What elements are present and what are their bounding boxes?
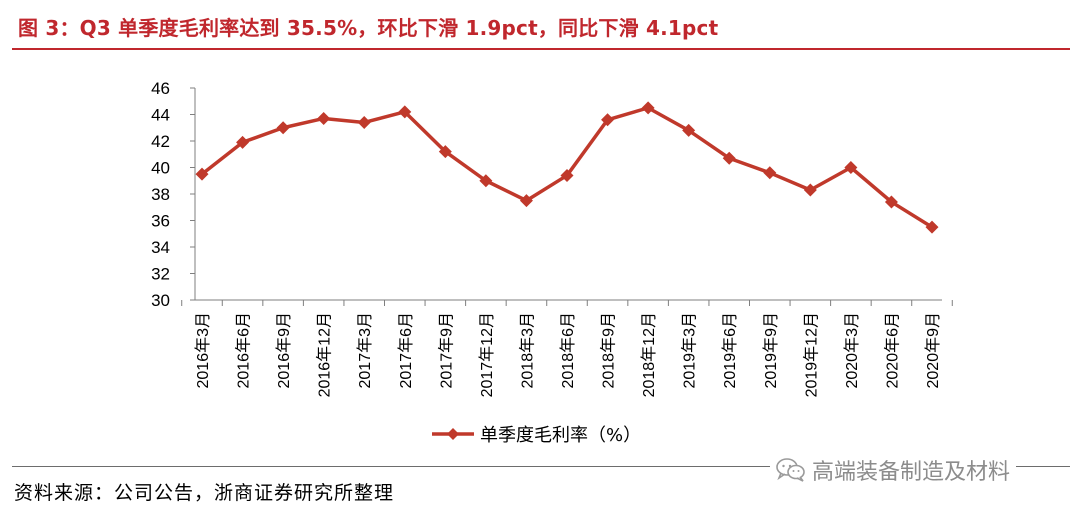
data-point bbox=[803, 183, 817, 197]
data-point bbox=[601, 113, 615, 127]
x-tick-label: 2016年6月 bbox=[235, 312, 253, 389]
legend-swatch-marker bbox=[447, 428, 459, 440]
figure-title: 图 3：Q3 单季度毛利率达到 35.5%，环比下滑 1.9pct，同比下滑 4… bbox=[18, 16, 719, 40]
wechat-icon bbox=[776, 458, 805, 482]
x-tick-label: 2017年12月 bbox=[478, 312, 496, 397]
x-tick-label: 2016年3月 bbox=[194, 312, 212, 389]
data-point bbox=[682, 123, 696, 137]
x-tick-label: 2016年12月 bbox=[316, 312, 334, 397]
y-tick-label: 34 bbox=[151, 238, 170, 257]
x-tick-label: 2019年9月 bbox=[762, 312, 780, 389]
data-point bbox=[195, 167, 209, 181]
watermark-text: 高端装备制造及材料 bbox=[812, 460, 1011, 485]
data-point bbox=[398, 105, 412, 119]
y-tick-label: 32 bbox=[151, 265, 170, 284]
data-point bbox=[438, 145, 452, 159]
data-point bbox=[884, 195, 898, 209]
data-point bbox=[844, 161, 858, 174]
x-tick-label: 2016年9月 bbox=[275, 312, 293, 389]
data-point bbox=[357, 115, 371, 129]
data-point bbox=[479, 174, 493, 188]
source-note: 资料来源：公司公告，浙商证券研究所整理 bbox=[14, 482, 395, 504]
data-point bbox=[763, 166, 777, 180]
series-line bbox=[200, 106, 933, 229]
data-point bbox=[925, 220, 939, 234]
x-tick-label: 2020年3月 bbox=[843, 312, 861, 389]
data-point bbox=[560, 168, 574, 182]
x-tick-label: 2017年6月 bbox=[397, 312, 415, 389]
x-axis: 2016年3月 2016年6月 2016年9月 2016年12月 2017年3月 2017… bbox=[181, 299, 953, 397]
x-tick-label: 2017年9月 bbox=[437, 312, 455, 389]
x-tick-label: 2018年6月 bbox=[559, 312, 577, 389]
x-tick-label: 2018年12月 bbox=[640, 312, 658, 397]
data-point bbox=[276, 121, 290, 135]
y-tick-label: 36 bbox=[151, 212, 170, 231]
x-tick-label: 2020年9月 bbox=[924, 312, 942, 389]
title-rule bbox=[12, 48, 1070, 50]
data-point bbox=[641, 101, 655, 115]
line-chart: 30 32 34 36 38 40 42 44 46 2016年3月 2016年6月 2016年9月… bbox=[151, 79, 953, 446]
y-tick-label: 44 bbox=[151, 106, 170, 125]
x-tick-label: 2018年9月 bbox=[600, 312, 618, 389]
y-axis: 30 32 34 36 38 40 42 44 46 bbox=[151, 79, 196, 310]
watermark: 高端装备制造及材料 bbox=[770, 452, 1017, 488]
x-tick-label: 2018年3月 bbox=[518, 312, 536, 389]
x-tick-label: 2017年3月 bbox=[356, 312, 374, 389]
x-tick-label: 2019年3月 bbox=[681, 312, 699, 389]
y-tick-label: 30 bbox=[151, 291, 170, 310]
series-gross-margin bbox=[195, 101, 939, 234]
y-tick-label: 38 bbox=[151, 185, 170, 204]
source-rule bbox=[12, 466, 1070, 467]
x-tick-label: 2020年6月 bbox=[883, 312, 901, 389]
y-tick-label: 46 bbox=[151, 79, 170, 98]
data-point bbox=[236, 135, 250, 149]
y-tick-label: 40 bbox=[151, 159, 170, 178]
x-tick-label: 2019年6月 bbox=[721, 312, 739, 389]
legend: 单季度毛利率（%） bbox=[432, 425, 641, 446]
x-tick-label: 2019年12月 bbox=[802, 312, 820, 397]
data-point bbox=[722, 151, 736, 165]
data-point bbox=[519, 194, 533, 208]
legend-label: 单季度毛利率（%） bbox=[480, 425, 641, 446]
data-point bbox=[317, 111, 331, 125]
y-tick-label: 42 bbox=[151, 132, 170, 151]
